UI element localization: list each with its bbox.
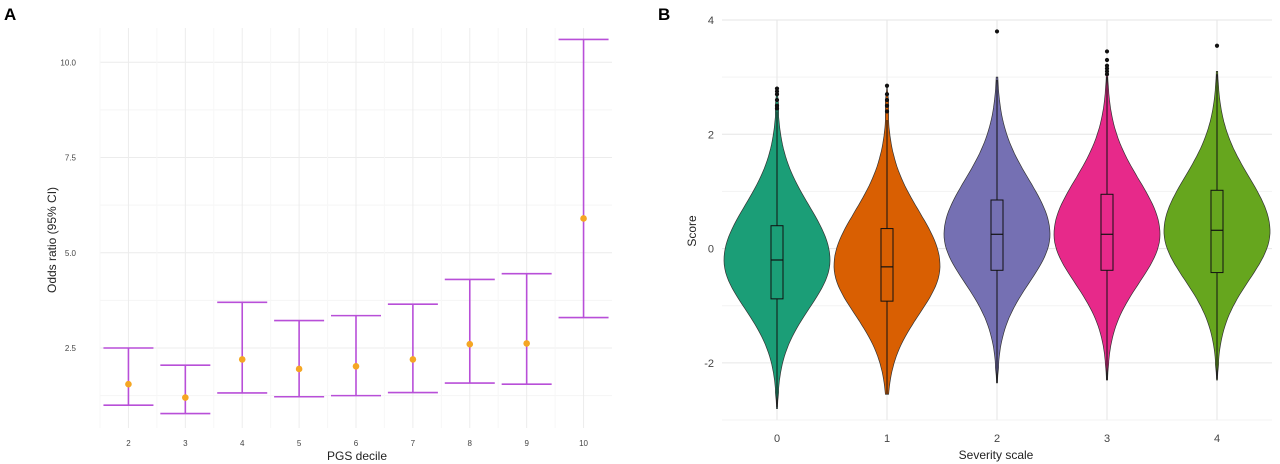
panel-a-chart: A 2 3 4 5 6 7 8 9 10 2.5 5.0 7.5 10.0 PGS decile Odd… (4, 5, 612, 463)
x-tick-label: 4 (1214, 433, 1220, 445)
boxplot-box (770, 225, 784, 300)
outlier-point (774, 97, 780, 103)
y-tick-label: -2 (704, 358, 714, 370)
x-tick-label: 1 (884, 433, 890, 445)
boxplot-box (1210, 189, 1224, 274)
outlier-point (1104, 57, 1110, 63)
estimate-point (523, 340, 530, 347)
estimate-point (580, 215, 587, 222)
boxplot-box (1100, 193, 1114, 271)
y-tick-label: 0 (708, 244, 714, 256)
outlier-point (884, 109, 890, 114)
x-tick-label: 3 (183, 439, 188, 448)
x-tick-label: 0 (774, 433, 780, 445)
panel-a-ticks: 2 3 4 5 6 7 8 9 10 2.5 5.0 7.5 10.0 (60, 58, 588, 448)
panel-b-marks (723, 29, 1271, 409)
boxplot-box (990, 199, 1004, 271)
x-tick-label: 6 (354, 439, 359, 448)
estimate-point (182, 394, 189, 401)
panel-b-x-axis-label: Severity scale (959, 448, 1034, 462)
x-tick-label: 10 (579, 439, 588, 448)
panel-b-chart: B 0 1 2 3 4 -2 0 2 4 Severity scale Score (658, 5, 1272, 462)
panel-a-letter: A (4, 5, 16, 24)
panel-b-letter: B (658, 5, 670, 24)
y-tick-label: 2 (708, 129, 714, 141)
x-tick-label: 2 (126, 439, 131, 448)
outlier-point (1214, 43, 1220, 48)
violin-shape (943, 76, 1051, 384)
outlier-point (884, 83, 890, 88)
boxplot-box (880, 228, 894, 302)
estimate-point (238, 356, 246, 363)
violin-shape (1163, 71, 1271, 381)
y-tick-label: 4 (708, 15, 714, 27)
panel-a-marks (103, 38, 609, 415)
x-tick-label: 2 (994, 433, 1000, 445)
outlier-point (884, 92, 890, 97)
outlier-point (994, 29, 1000, 34)
x-tick-label: 9 (524, 439, 529, 448)
estimate-point (125, 380, 132, 388)
estimate-point (295, 365, 303, 373)
outlier-point (1104, 63, 1110, 68)
x-tick-label: 5 (297, 439, 302, 448)
panel-a-x-axis-label: PGS decile (327, 449, 387, 463)
x-tick-label: 3 (1104, 433, 1110, 445)
y-tick-label: 10.0 (60, 58, 76, 67)
x-tick-label: 8 (468, 439, 473, 448)
panel-b-ticks: 0 1 2 3 4 -2 0 2 4 (704, 15, 1220, 445)
panel-a-y-axis-label: Odds ratio (95% CI) (45, 187, 59, 293)
outlier-point (884, 97, 890, 103)
estimate-point (466, 340, 474, 348)
panel-b-y-axis-label: Score (685, 215, 699, 247)
y-tick-label: 2.5 (65, 344, 77, 353)
x-tick-label: 4 (240, 439, 245, 448)
y-tick-label: 5.0 (65, 249, 77, 258)
estimate-point (352, 362, 360, 370)
outlier-point (774, 103, 780, 108)
outlier-point (1104, 49, 1110, 54)
y-tick-label: 7.5 (65, 154, 77, 163)
outlier-point (774, 86, 780, 91)
estimate-point (409, 356, 417, 363)
outlier-point (884, 103, 890, 108)
x-tick-label: 7 (411, 439, 416, 448)
